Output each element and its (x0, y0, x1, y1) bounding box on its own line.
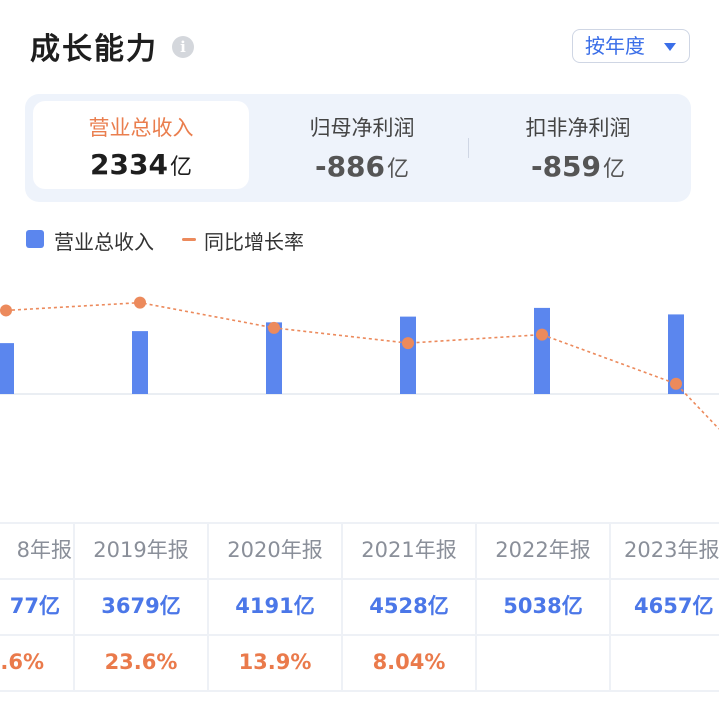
bar-swatch-icon (26, 230, 44, 248)
revenue-cell: 3679亿 (101, 594, 181, 618)
growth-cell: .6% (0, 650, 44, 674)
growth-cell (610, 635, 719, 690)
growth-cell: 8.04% (372, 650, 446, 674)
table-divider (609, 522, 611, 692)
table-header-cell: 2022年报 (495, 538, 591, 562)
caret-down-icon (664, 43, 676, 51)
tab-revenue[interactable]: 营业总收入 2334亿 (33, 101, 249, 189)
growth-point[interactable] (402, 337, 414, 350)
tab-revenue-value: 2334亿 (90, 148, 192, 181)
table-divider (475, 522, 477, 692)
legend-item-revenue[interactable]: 营业总收入 (26, 226, 154, 255)
section-title: 成长能力 (30, 32, 158, 67)
tab-deducted-profit-value: -859亿 (530, 150, 626, 183)
table-divider (0, 690, 719, 692)
growth-point[interactable] (670, 377, 682, 390)
table-divider (73, 522, 75, 692)
tab-net-profit[interactable]: 归母净利润 -886亿 (259, 94, 465, 202)
tab-net-profit-value: -886亿 (314, 150, 410, 183)
revenue-bar[interactable] (534, 307, 550, 394)
growth-line (5, 301, 719, 430)
revenue-bar[interactable] (132, 331, 148, 394)
table-divider (0, 634, 719, 636)
revenue-cell: 4657亿 (634, 594, 714, 618)
tab-deducted-profit[interactable]: 扣非净利润 -859亿 (473, 94, 683, 202)
growth-point[interactable] (268, 321, 280, 334)
tab-deducted-profit-label: 扣非净利润 (525, 116, 631, 140)
table-header-cell: 8年报 (16, 538, 72, 562)
revenue-bar[interactable] (668, 314, 684, 394)
growth-cell: 23.6% (104, 650, 178, 674)
growth-point[interactable] (536, 328, 548, 341)
growth-cell (476, 635, 610, 690)
legend-revenue-label: 营业总收入 (54, 230, 154, 254)
table-divider (0, 522, 719, 524)
summary-divider (468, 138, 469, 158)
summary-tabs: 营业总收入 2334亿 归母净利润 -886亿 扣非净利润 -859亿 (25, 94, 691, 202)
table-header-cell: 2020年报 (227, 538, 323, 562)
revenue-cell: 4528亿 (369, 594, 449, 618)
section-header: 成长能力 i 按年度 (0, 0, 719, 90)
period-select[interactable]: 按年度 (572, 29, 690, 63)
revenue-cell: 5038亿 (503, 594, 583, 618)
revenue-bar[interactable] (0, 343, 14, 394)
table-header-cell: 2019年报 (93, 538, 189, 562)
growth-point[interactable] (134, 296, 146, 309)
tab-revenue-label: 营业总收入 (88, 116, 194, 140)
growth-cell: 13.9% (238, 650, 312, 674)
table-header-cell: 2021年报 (361, 538, 457, 562)
table-divider (0, 578, 719, 580)
tab-net-profit-label: 归母净利润 (309, 116, 415, 140)
revenue-bar[interactable] (400, 316, 416, 394)
revenue-cell: 77亿 (9, 594, 60, 618)
growth-point[interactable] (0, 304, 12, 317)
table-divider (207, 522, 209, 692)
revenue-cell: 4191亿 (235, 594, 315, 618)
line-swatch-icon (182, 238, 196, 241)
legend-item-growth[interactable]: 同比增长率 (182, 226, 304, 255)
legend-growth-label: 同比增长率 (204, 230, 304, 254)
period-select-value: 按年度 (585, 34, 645, 58)
revenue-bar[interactable] (266, 322, 282, 394)
table-header-cell: 2023年报 (624, 538, 719, 562)
table-divider (341, 522, 343, 692)
growth-chart (0, 296, 719, 430)
info-icon[interactable]: i (172, 36, 194, 58)
